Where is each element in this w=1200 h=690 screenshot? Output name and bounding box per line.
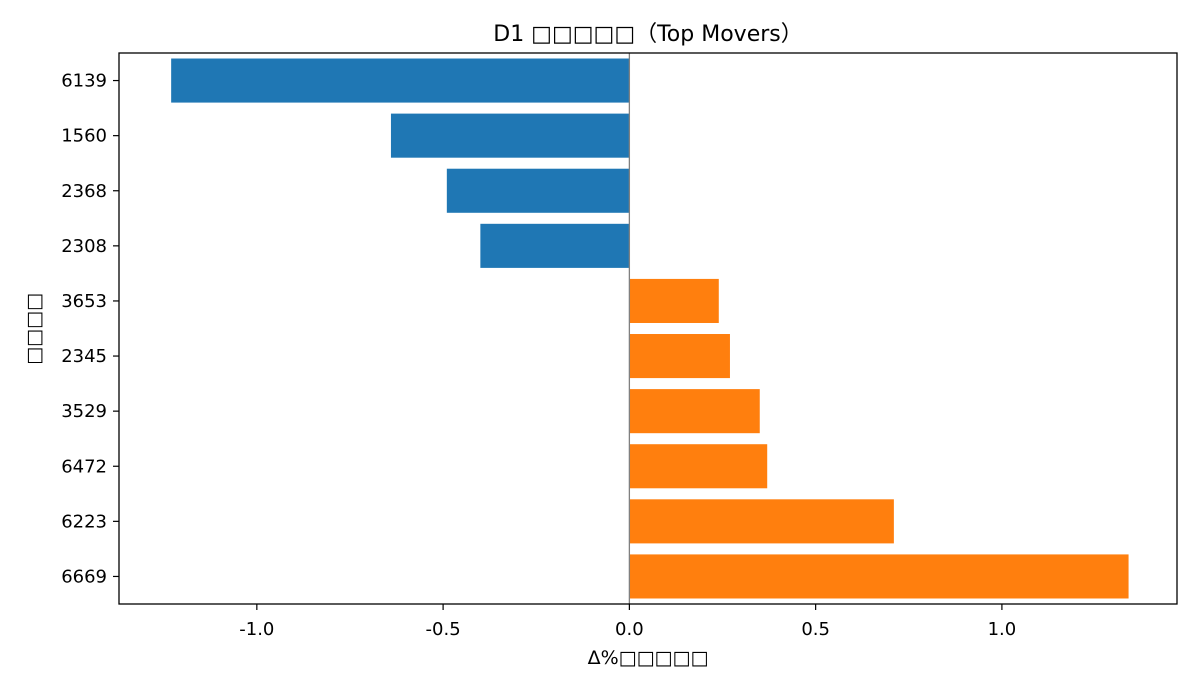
y-tick-label: 3529 bbox=[61, 401, 107, 422]
x-tick-label: 0.0 bbox=[615, 619, 644, 640]
plot-frame bbox=[118, 52, 1178, 605]
y-tick-label: 3653 bbox=[61, 291, 107, 312]
bar-6669 bbox=[629, 554, 1129, 599]
x-tick-label: 1.0 bbox=[988, 619, 1017, 640]
bar-2345 bbox=[629, 334, 730, 379]
y-axis-label: □□□□ bbox=[23, 293, 45, 365]
bar-3653 bbox=[629, 278, 719, 323]
x-tick-label: -0.5 bbox=[426, 619, 461, 640]
x-tick-label: -1.0 bbox=[239, 619, 274, 640]
x-axis: -1.0 -0.5 0.0 0.5 1.0 bbox=[239, 604, 1016, 640]
bar-1560 bbox=[390, 113, 630, 158]
bar-6223 bbox=[629, 499, 894, 544]
x-tick-label: 0.5 bbox=[801, 619, 830, 640]
y-tick-label: 6139 bbox=[61, 71, 107, 92]
chart-title: D1 □□□□□（Top Movers） bbox=[493, 22, 802, 47]
y-tick-label: 6669 bbox=[61, 566, 107, 587]
y-tick-label: 2368 bbox=[61, 181, 107, 202]
y-axis: 6139 1560 2368 2308 3653 2345 3529 6472 6223 6669 bbox=[61, 71, 119, 587]
y-tick-label: 6223 bbox=[61, 511, 107, 532]
bars-group bbox=[171, 58, 1129, 599]
bar-2308 bbox=[480, 223, 630, 268]
y-tick-label: 1560 bbox=[61, 126, 107, 147]
bar-3529 bbox=[629, 389, 760, 434]
y-tick-label: 2308 bbox=[61, 236, 107, 257]
y-tick-label: 2345 bbox=[61, 346, 107, 367]
bar-2368 bbox=[446, 168, 630, 213]
y-tick-label: 6472 bbox=[61, 456, 107, 477]
bar-6472 bbox=[629, 444, 768, 489]
x-axis-label: Δ%□□□□□ bbox=[588, 647, 709, 669]
bar-6139 bbox=[171, 58, 630, 103]
